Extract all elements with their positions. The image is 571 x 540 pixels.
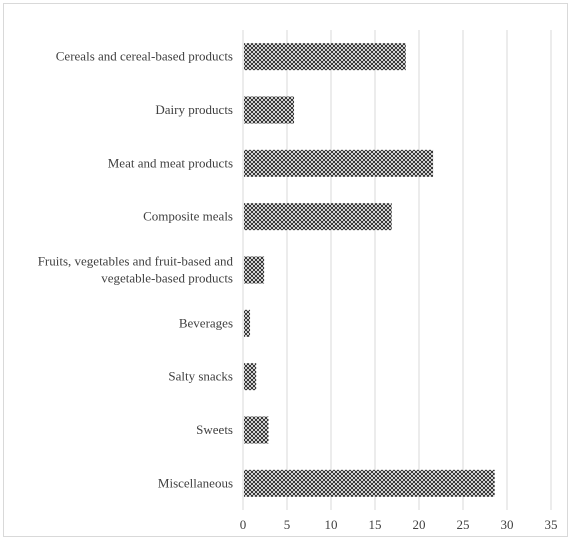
- category-label: Miscellaneous: [158, 475, 233, 490]
- bar: [244, 203, 392, 231]
- bar: [244, 256, 265, 284]
- category-label: vegetable-based products: [101, 271, 233, 286]
- category-label: Sweets: [196, 422, 233, 437]
- category-label: Fruits, vegetables and fruit-based and: [38, 254, 234, 269]
- x-tick-label: 15: [369, 517, 382, 532]
- bar: [244, 149, 434, 177]
- x-tick-labels: 0 5 10 15 20 25 30 35: [240, 517, 558, 532]
- bar: [244, 309, 251, 337]
- category-label: Composite meals: [143, 209, 233, 224]
- category-label: Beverages: [179, 315, 233, 330]
- bar: [244, 43, 406, 71]
- category-label: Meat and meat products: [108, 155, 233, 170]
- category-label: Cereals and cereal-based products: [56, 49, 233, 64]
- chart-frame: [3, 3, 568, 537]
- bar: [244, 363, 257, 391]
- x-tick-label: 35: [545, 517, 558, 532]
- x-tick-label: 0: [240, 517, 247, 532]
- bar: [244, 96, 295, 124]
- category-label: Dairy products: [155, 102, 233, 117]
- bar: [244, 469, 495, 497]
- bars: [244, 43, 495, 497]
- x-tick-label: 10: [325, 517, 338, 532]
- x-tick-label: 25: [457, 517, 470, 532]
- category-label: Salty snacks: [168, 369, 233, 384]
- x-tick-label: 5: [284, 517, 291, 532]
- bar: [244, 416, 269, 444]
- x-tick-label: 20: [413, 517, 426, 532]
- gridlines: [286, 30, 552, 510]
- category-labels: Cereals and cereal-based products Dairy p…: [38, 49, 234, 491]
- x-tick-label: 30: [501, 517, 514, 532]
